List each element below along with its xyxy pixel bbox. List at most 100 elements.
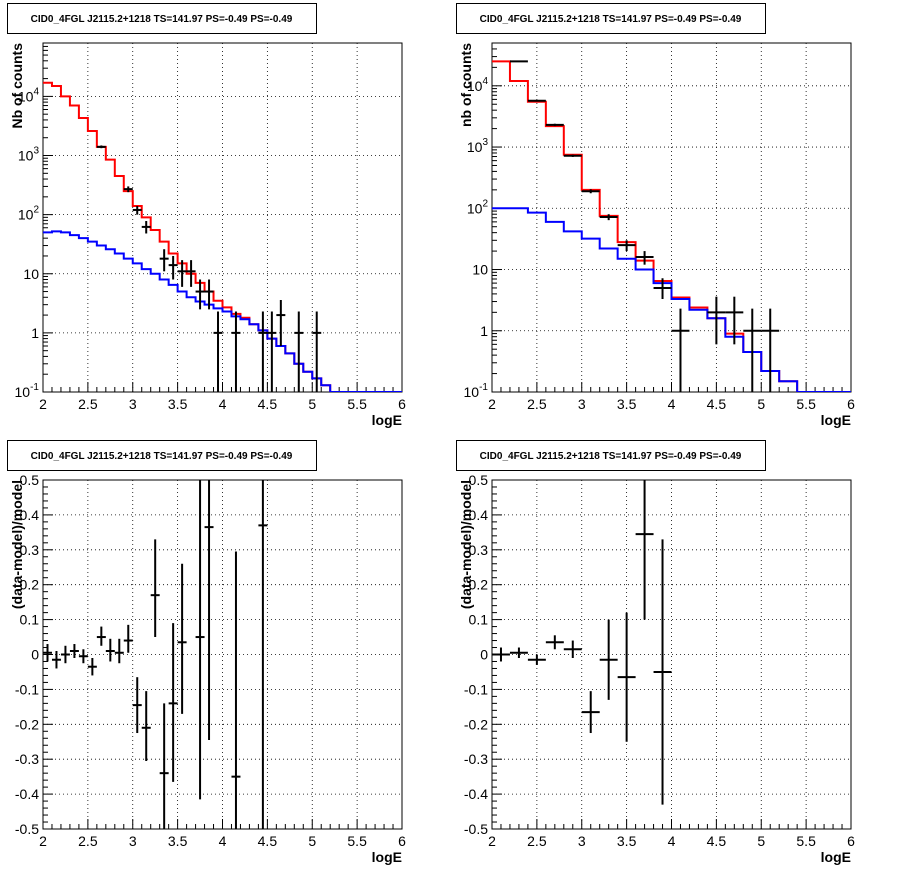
y-tick-label: 102 bbox=[18, 205, 40, 223]
y-tick-label: 1 bbox=[480, 323, 488, 339]
data-point bbox=[258, 480, 268, 829]
plot-data bbox=[492, 60, 851, 392]
y-tick-label: 1 bbox=[31, 325, 39, 341]
y-tick-label: 10-1 bbox=[464, 382, 489, 400]
chart-panel-1: CID0_4FGL J2115.2+1218 TS=141.97 PS=-0.4… bbox=[7, 3, 406, 428]
data-point bbox=[545, 123, 564, 127]
y-tick-label: 104 bbox=[18, 86, 40, 104]
data-point bbox=[43, 644, 52, 662]
chart-title-box bbox=[456, 3, 766, 34]
x-tick-label: 4 bbox=[668, 396, 676, 412]
x-tick-label: 5.5 bbox=[347, 833, 367, 849]
data-point bbox=[96, 626, 106, 646]
chart-panel-4: CID0_4FGL J2115.2+1218 TS=141.97 PS=-0.4… bbox=[456, 440, 855, 865]
data-point bbox=[258, 311, 268, 392]
y-tick-label: 0 bbox=[31, 647, 39, 663]
x-tick-label: 5.5 bbox=[796, 396, 816, 412]
axis-ticks bbox=[42, 479, 403, 830]
data-point bbox=[204, 480, 214, 741]
data-point bbox=[177, 563, 187, 714]
data-point bbox=[231, 551, 241, 829]
y-tick-label: -0.4 bbox=[464, 786, 488, 802]
y-axis-label: nb of counts bbox=[458, 43, 474, 127]
data-point bbox=[563, 640, 582, 658]
data-point bbox=[213, 311, 223, 392]
data-point bbox=[159, 703, 169, 829]
y-tick-label: 10 bbox=[23, 266, 39, 282]
y-tick-label: -0.3 bbox=[15, 751, 39, 767]
chart-title-box bbox=[7, 3, 317, 34]
data-point bbox=[725, 296, 744, 345]
y-axis-label: (data-model)/model bbox=[458, 480, 474, 609]
y-tick-label: -0.1 bbox=[15, 681, 39, 697]
chart-panel-2: CID0_4FGL J2115.2+1218 TS=141.97 PS=-0.4… bbox=[456, 3, 855, 428]
x-tick-label: 4.5 bbox=[258, 396, 278, 412]
data-point bbox=[545, 635, 564, 650]
x-tick-label: 2.5 bbox=[527, 833, 547, 849]
chart-title-box bbox=[7, 440, 317, 471]
y-tick-label: 0.3 bbox=[469, 542, 489, 558]
x-tick-label: 3 bbox=[578, 833, 586, 849]
data-point bbox=[132, 677, 142, 734]
x-tick-label: 3 bbox=[578, 396, 586, 412]
y-tick-label: 0 bbox=[480, 647, 488, 663]
y-tick-label: 0.4 bbox=[469, 507, 489, 523]
x-tick-label: 4 bbox=[219, 833, 227, 849]
data-point bbox=[294, 311, 304, 392]
x-tick-label: 2 bbox=[488, 833, 496, 849]
x-tick-label: 3.5 bbox=[168, 396, 188, 412]
data-point bbox=[177, 260, 187, 287]
data-point bbox=[123, 186, 133, 193]
axis-ticks bbox=[491, 479, 852, 830]
x-tick-label: 4.5 bbox=[258, 833, 278, 849]
data-point bbox=[653, 278, 672, 300]
x-axis-label: logE bbox=[372, 849, 402, 865]
data-point bbox=[599, 214, 618, 221]
data-point bbox=[123, 624, 133, 653]
x-axis-label: logE bbox=[821, 412, 851, 428]
data-point bbox=[581, 189, 600, 194]
y-tick-label: 0.1 bbox=[20, 612, 40, 628]
x-tick-label: 2 bbox=[488, 396, 496, 412]
x-tick-label: 3.5 bbox=[617, 396, 637, 412]
y-tick-label: 103 bbox=[467, 137, 489, 155]
data-point bbox=[105, 638, 115, 662]
plot-data bbox=[492, 480, 672, 805]
data-point bbox=[707, 296, 726, 345]
x-tick-label: 3.5 bbox=[617, 833, 637, 849]
data-point bbox=[617, 240, 636, 252]
chart-title: CID0_4FGL J2115.2+1218 TS=141.97 PS=-0.4… bbox=[31, 14, 293, 25]
series-step-line-2 bbox=[492, 207, 851, 392]
y-axis-label: (data-model)/model bbox=[9, 480, 25, 609]
x-tick-label: 5 bbox=[308, 396, 316, 412]
axis-ticks bbox=[491, 42, 852, 393]
data-point bbox=[761, 308, 780, 392]
data-point bbox=[60, 645, 70, 664]
data-point bbox=[96, 145, 106, 149]
y-tick-label: -0.2 bbox=[15, 716, 39, 732]
data-point bbox=[509, 647, 528, 658]
x-axis-label: logE bbox=[821, 849, 851, 865]
data-point bbox=[231, 311, 241, 392]
data-point bbox=[635, 480, 654, 620]
x-tick-label: 2.5 bbox=[78, 833, 98, 849]
data-point bbox=[267, 311, 277, 392]
y-tick-label: 0.2 bbox=[20, 577, 40, 593]
y-tick-label: 104 bbox=[467, 76, 489, 94]
x-tick-label: 5.5 bbox=[347, 396, 367, 412]
x-tick-label: 4 bbox=[668, 833, 676, 849]
y-tick-label: 102 bbox=[467, 198, 489, 216]
y-tick-label: -0.4 bbox=[15, 786, 39, 802]
x-tick-label: 6 bbox=[398, 396, 406, 412]
data-point bbox=[132, 205, 142, 215]
y-tick-label: 0.5 bbox=[20, 472, 40, 488]
chart-title: CID0_4FGL J2115.2+1218 TS=141.97 PS=-0.4… bbox=[480, 14, 742, 25]
data-point bbox=[168, 623, 178, 782]
y-tick-label: -0.2 bbox=[464, 716, 488, 732]
y-tick-label: 103 bbox=[18, 146, 40, 164]
chart-title-box bbox=[456, 440, 766, 471]
data-point bbox=[276, 299, 286, 346]
y-tick-label: -0.3 bbox=[464, 751, 488, 767]
